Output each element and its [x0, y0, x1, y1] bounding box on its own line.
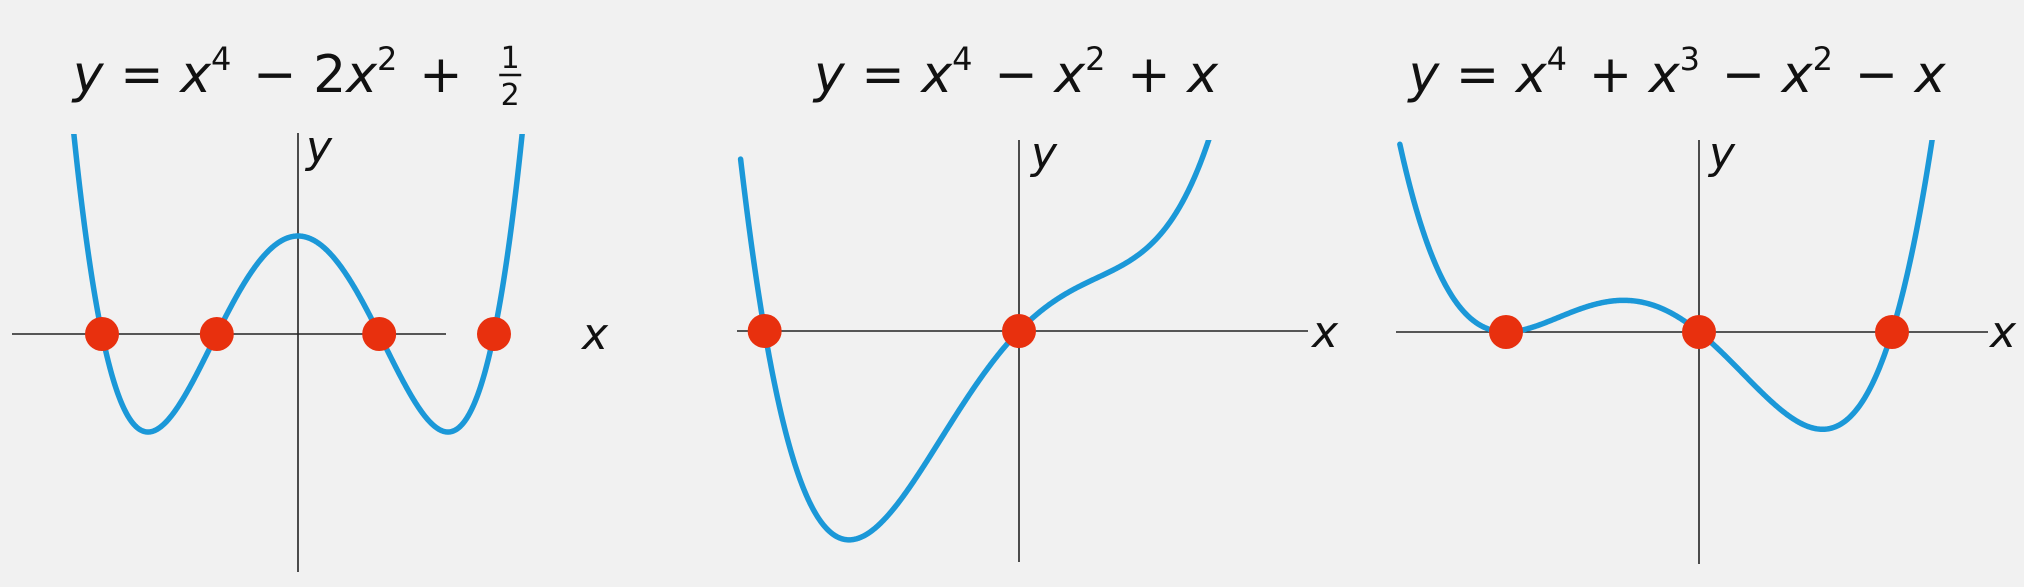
title-variable: x: [1913, 45, 1947, 105]
function-curve: [71, 134, 525, 435]
y-axis-label: y: [1029, 128, 1058, 179]
title-variable: x: [1647, 45, 1681, 105]
title-operator: +: [1111, 45, 1188, 105]
title-exponent: 4: [952, 40, 972, 78]
title-operator: −: [1838, 45, 1915, 105]
title-lhs: y: [812, 45, 846, 105]
root-marker: [1489, 315, 1523, 349]
root-marker: [747, 314, 782, 348]
chart-panel-1: xyy = x4 − 2x2 + 12: [12, 40, 609, 572]
function-curve: [737, 140, 1212, 543]
title-operator: =: [104, 45, 181, 105]
title-operator: =: [1439, 45, 1516, 105]
title-fraction-numerator: 1: [501, 41, 520, 76]
title-exponent: 2: [377, 40, 397, 78]
title-variable: x: [344, 45, 378, 105]
root-marker: [1682, 315, 1716, 349]
title-exponent: 4: [211, 40, 231, 78]
title-operator: −: [237, 45, 314, 105]
root-marker: [199, 317, 234, 351]
title-variable: x: [1052, 45, 1086, 105]
title-fraction-denominator: 2: [501, 78, 520, 113]
title-lhs: y: [1406, 45, 1440, 105]
x-axis-label: x: [1988, 307, 2017, 358]
chart-title: y = x4 − 2x2 + 12: [71, 40, 531, 113]
root-marker: [1875, 315, 1909, 349]
svg-text:y = x4 + x3 − x2 − x: y = x4 + x3 − x2 − x: [1406, 40, 1946, 105]
title-operator: +: [403, 45, 480, 105]
title-operator: −: [1705, 45, 1782, 105]
y-axis-label: y: [1707, 128, 1736, 179]
title-operator: +: [1572, 45, 1649, 105]
svg-text:y = x4 − x2 + x: y = x4 − x2 + x: [812, 40, 1219, 105]
y-axis-label: y: [304, 122, 333, 173]
title-variable: x: [919, 45, 953, 105]
chart-title: y = x4 − x2 + x: [812, 40, 1219, 105]
svg-text:y = x4 − 2x2 +: y = x4 − 2x2 +: [71, 40, 531, 105]
root-marker: [476, 317, 511, 351]
title-operator: =: [845, 45, 922, 105]
root-marker: [362, 317, 397, 351]
title-exponent: 4: [1547, 40, 1567, 78]
title-variable: x: [178, 45, 212, 105]
title-coefficient: 2: [313, 45, 346, 105]
chart-panel-2: xyy = x4 − x2 + x: [737, 40, 1339, 562]
title-variable: x: [1780, 45, 1814, 105]
chart-title: y = x4 + x3 − x2 − x: [1406, 40, 1946, 105]
title-operator: −: [978, 45, 1055, 105]
title-variable: x: [1185, 45, 1219, 105]
x-axis-label: x: [580, 309, 609, 360]
x-axis-label: x: [1310, 307, 1339, 358]
title-lhs: y: [71, 45, 105, 105]
root-marker: [1002, 314, 1036, 348]
root-marker: [85, 317, 120, 351]
title-exponent: 3: [1680, 40, 1700, 78]
title-exponent: 2: [1085, 40, 1105, 78]
chart-panel-3: xyy = x4 + x3 − x2 − x: [1396, 40, 2017, 564]
title-exponent: 2: [1813, 40, 1833, 78]
title-variable: x: [1514, 45, 1548, 105]
